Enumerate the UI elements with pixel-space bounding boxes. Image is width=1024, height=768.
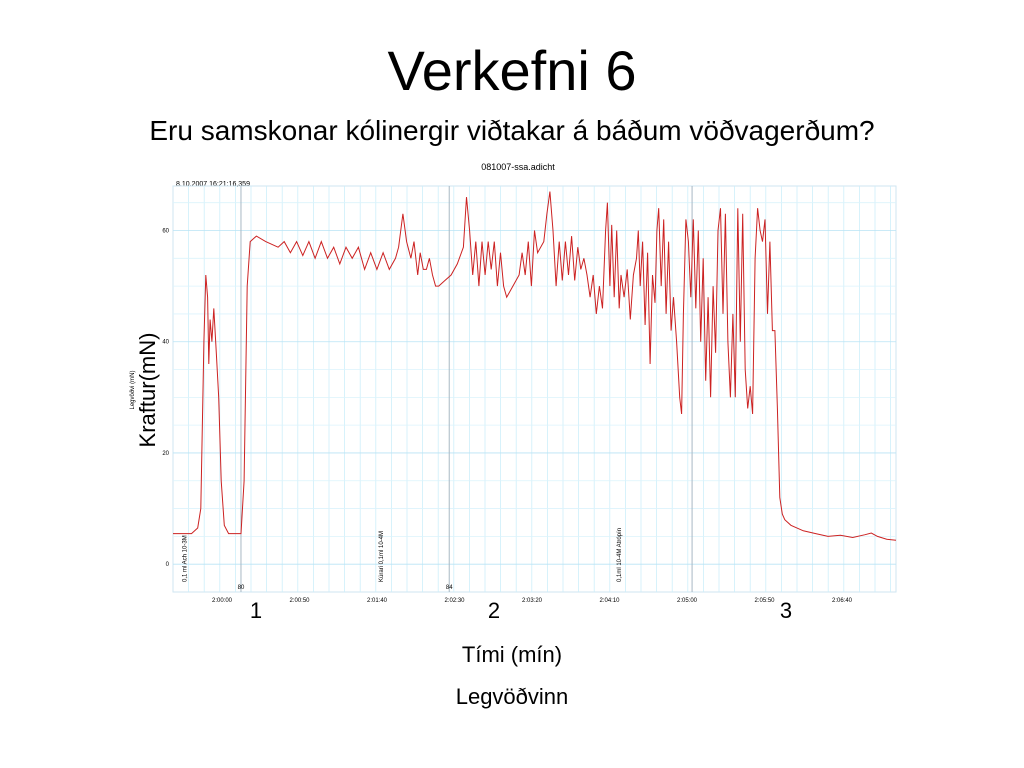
- x-tick-label: 2:01:40: [367, 598, 388, 604]
- x-tick-label: 2:00:00: [212, 598, 233, 604]
- x-tick-label: 2:05:00: [677, 598, 698, 604]
- chart-caption: Legvöðvinn: [455, 684, 569, 709]
- annotation-label: 0,1 ml Ach 10-3M: [182, 535, 188, 582]
- y-tick-label: 60: [162, 228, 169, 234]
- x-tick-label: 2:03:20: [522, 598, 543, 604]
- force-trace-line: [173, 191, 897, 541]
- x-tick-label: 2:06:40: [832, 598, 853, 604]
- x-tick-label: 2:05:50: [754, 598, 775, 604]
- chart-timestamp: 8.10.2007 16:21:16,359: [176, 181, 250, 188]
- chart-y-axis-label: Legvöðvi (mN): [129, 370, 136, 409]
- y-tick-label: 0: [166, 562, 170, 568]
- annotation-label: Kúrari 0,1ml 10-4M: [379, 531, 385, 582]
- plot-border: [172, 185, 897, 593]
- chart-ticks: 0 20 40 60 2:00:00 2:00:50 2:01:40 2:02:30 2:03:…: [162, 228, 852, 604]
- y-tick-label: 20: [162, 451, 169, 457]
- marker-3: 3: [779, 598, 793, 623]
- x-tick-label: 2:04:10: [599, 598, 620, 604]
- x-tick-label: 2:00:50: [289, 598, 310, 604]
- marker-2: 2: [487, 598, 501, 623]
- slide-subtitle: Eru samskonar kólinergir viðtakar á báðu…: [149, 115, 875, 146]
- chart-grid: [172, 185, 897, 593]
- x-axis-label: Tími (mín): [461, 642, 563, 667]
- x-tick-label: 2:02:30: [444, 598, 465, 604]
- comment-line-label: 84: [446, 585, 453, 591]
- y-tick-label: 40: [162, 340, 169, 346]
- y-axis-label: Kraftur(mN): [135, 332, 160, 448]
- comment-line-label: 80: [238, 585, 245, 591]
- marker-1: 1: [249, 598, 263, 623]
- annotation-label: 0,1ml 10-4M Atrópín: [617, 528, 623, 582]
- slide-title: Verkefni 6: [387, 39, 637, 102]
- chart-title: 081007-ssa.adicht: [481, 162, 555, 172]
